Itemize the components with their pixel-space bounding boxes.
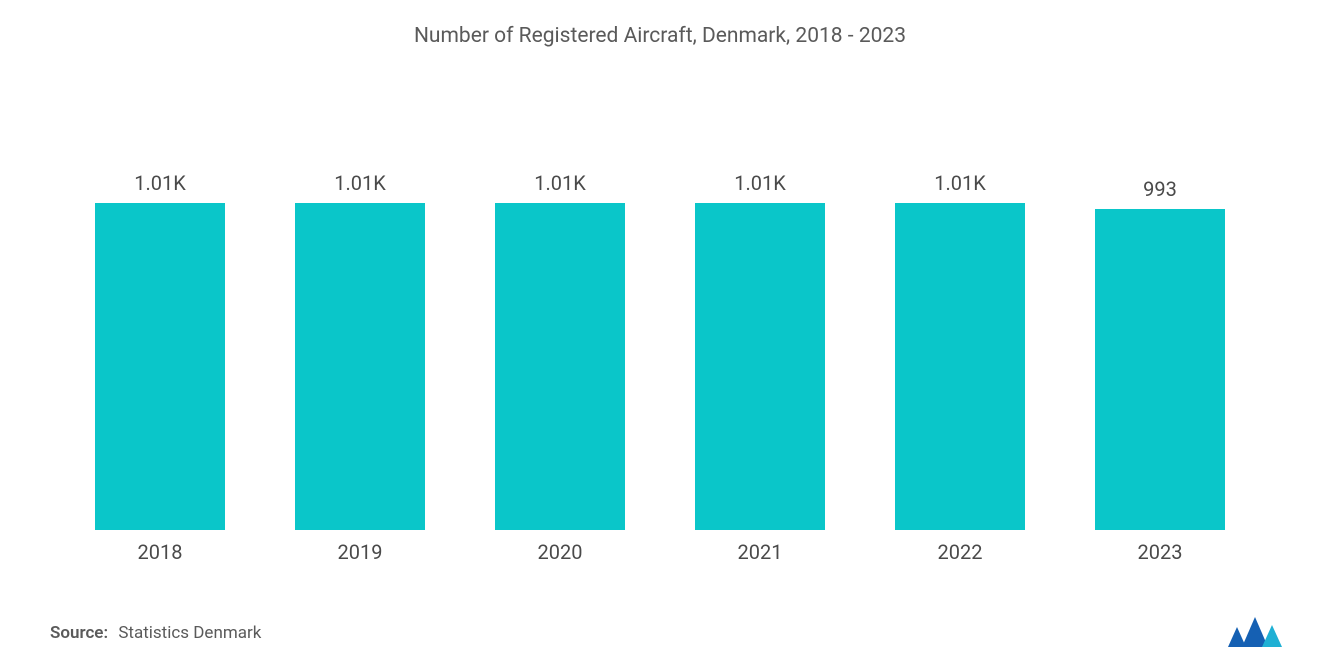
bar-group: 1.01K bbox=[495, 171, 625, 530]
x-axis-label: 2021 bbox=[695, 540, 825, 564]
bar-value-label: 1.01K bbox=[934, 171, 986, 195]
chart-title: Number of Registered Aircraft, Denmark, … bbox=[0, 0, 1320, 48]
bar bbox=[295, 203, 425, 530]
publisher-logo-icon bbox=[1228, 613, 1282, 647]
x-axis-label: 2019 bbox=[295, 540, 425, 564]
x-axis-label: 2018 bbox=[95, 540, 225, 564]
source-attribution: Source: Statistics Denmark bbox=[50, 623, 261, 643]
bar-value-label: 993 bbox=[1143, 177, 1177, 201]
source-label: Source: bbox=[50, 623, 108, 643]
bar-value-label: 1.01K bbox=[734, 171, 786, 195]
bar bbox=[495, 203, 625, 530]
bar-value-label: 1.01K bbox=[534, 171, 586, 195]
bar-group: 1.01K bbox=[895, 171, 1025, 530]
source-value: Statistics Denmark bbox=[118, 623, 261, 643]
bar-value-label: 1.01K bbox=[134, 171, 186, 195]
x-axis: 2018 2019 2020 2021 2022 2023 bbox=[60, 540, 1260, 564]
bar-group: 1.01K bbox=[95, 171, 225, 530]
x-axis-label: 2020 bbox=[495, 540, 625, 564]
x-axis-label: 2023 bbox=[1095, 540, 1225, 564]
x-axis-label: 2022 bbox=[895, 540, 1025, 564]
bar bbox=[95, 203, 225, 530]
bar bbox=[1095, 209, 1225, 530]
chart-plot-area: 1.01K 1.01K 1.01K 1.01K 1.01K 993 bbox=[60, 90, 1260, 530]
bar-group: 993 bbox=[1095, 177, 1225, 530]
bar-value-label: 1.01K bbox=[334, 171, 386, 195]
bar bbox=[695, 203, 825, 530]
bar-group: 1.01K bbox=[695, 171, 825, 530]
bar-group: 1.01K bbox=[295, 171, 425, 530]
bar bbox=[895, 203, 1025, 530]
